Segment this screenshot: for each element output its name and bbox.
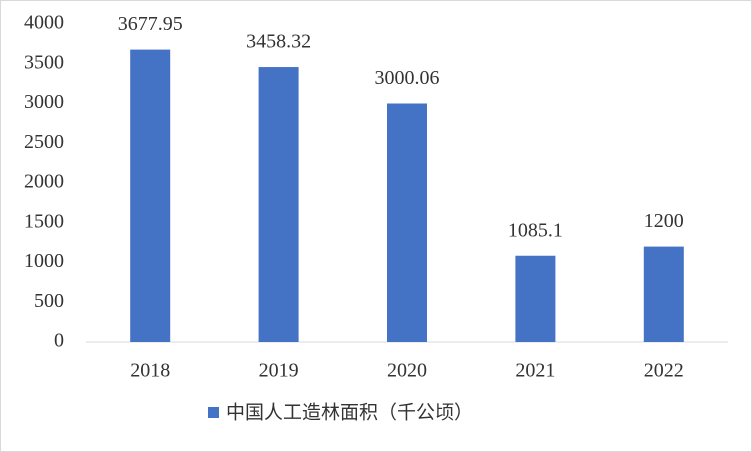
y-tick-label: 1000	[24, 250, 64, 272]
y-tick-label: 3000	[24, 91, 64, 113]
data-label: 1200	[644, 210, 684, 232]
y-tick-label: 4000	[24, 12, 64, 34]
bar	[515, 255, 556, 342]
y-tick-label: 2000	[24, 171, 64, 193]
x-tick-label: 2019	[259, 360, 299, 382]
y-tick-label: 0	[54, 330, 64, 352]
y-tick-label: 3500	[24, 51, 64, 73]
x-tick-label: 2022	[644, 360, 684, 382]
legend-swatch	[208, 407, 219, 418]
y-tick-label: 500	[34, 290, 64, 312]
data-label: 3000.06	[375, 67, 440, 89]
x-tick-label: 2021	[515, 360, 555, 382]
data-label: 1085.1	[508, 219, 563, 241]
data-label: 3677.95	[118, 13, 183, 35]
x-tick-label: 2018	[130, 360, 170, 382]
bar	[130, 49, 171, 343]
y-tick-label: 2500	[24, 131, 64, 153]
bar	[643, 246, 684, 342]
y-tick-label: 1500	[24, 210, 64, 232]
x-tick-label: 2020	[387, 360, 427, 382]
bar	[387, 103, 427, 342]
data-label: 3458.32	[246, 31, 311, 53]
bar	[258, 67, 299, 342]
legend-label: 中国人工造林面积（千公顷）	[226, 402, 473, 424]
